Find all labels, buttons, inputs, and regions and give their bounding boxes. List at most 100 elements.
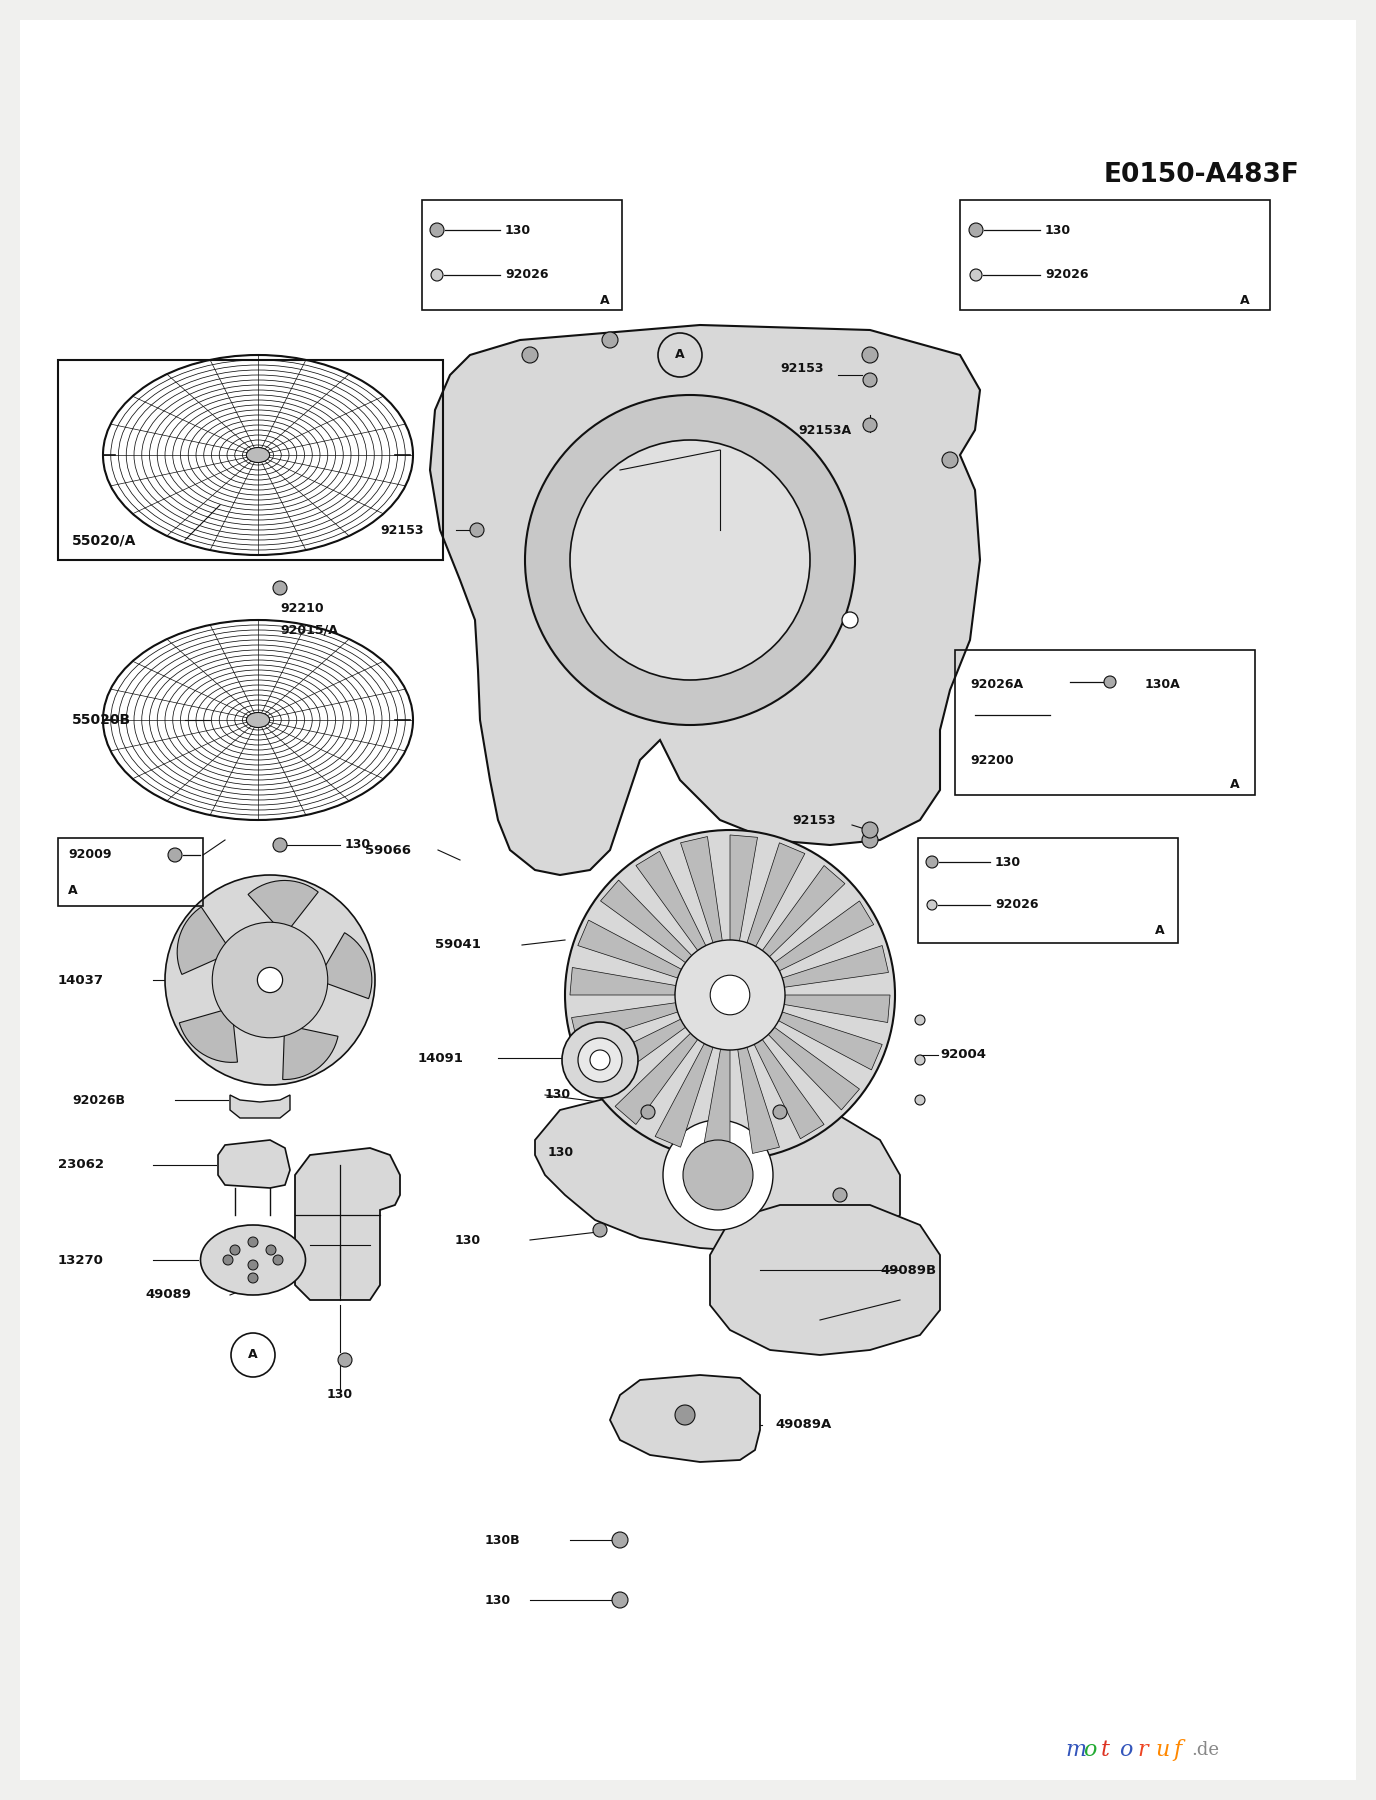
Text: 49089: 49089: [144, 1289, 191, 1301]
Circle shape: [861, 823, 878, 839]
Circle shape: [676, 940, 784, 1049]
Text: 130: 130: [484, 1593, 510, 1606]
Wedge shape: [248, 880, 318, 934]
Polygon shape: [784, 995, 890, 1022]
Text: 92026: 92026: [995, 898, 1039, 911]
Circle shape: [676, 1406, 695, 1426]
Circle shape: [915, 1094, 925, 1105]
Circle shape: [927, 900, 937, 911]
Ellipse shape: [246, 448, 270, 463]
Circle shape: [272, 581, 288, 596]
Text: 14037: 14037: [58, 974, 105, 986]
Text: 49089B: 49089B: [881, 1264, 936, 1276]
Polygon shape: [535, 1094, 900, 1253]
Text: u: u: [1154, 1739, 1170, 1760]
Circle shape: [272, 1255, 283, 1265]
Circle shape: [863, 373, 877, 387]
Text: 59066: 59066: [365, 844, 411, 857]
Circle shape: [471, 524, 484, 536]
Text: A: A: [676, 349, 685, 362]
Polygon shape: [610, 1375, 760, 1462]
Text: 130: 130: [995, 855, 1021, 869]
Text: 59041: 59041: [435, 938, 480, 952]
Circle shape: [842, 612, 859, 628]
Text: .de: .de: [1192, 1741, 1219, 1759]
Polygon shape: [571, 1003, 678, 1044]
Bar: [960, 200, 1270, 310]
Circle shape: [603, 331, 618, 347]
Text: 23062: 23062: [58, 1159, 105, 1172]
Polygon shape: [779, 1012, 882, 1069]
Polygon shape: [655, 1044, 713, 1147]
Wedge shape: [178, 907, 231, 974]
Polygon shape: [738, 1048, 779, 1154]
Text: A: A: [600, 293, 610, 306]
Circle shape: [682, 1139, 753, 1210]
Text: 130: 130: [548, 1145, 574, 1159]
Text: r: r: [1137, 1739, 1148, 1760]
Circle shape: [832, 1188, 848, 1202]
Text: 92026: 92026: [505, 268, 549, 281]
Wedge shape: [318, 932, 372, 999]
Polygon shape: [731, 835, 758, 941]
Circle shape: [915, 1055, 925, 1066]
Circle shape: [861, 832, 878, 848]
Circle shape: [970, 268, 982, 281]
Circle shape: [248, 1273, 259, 1283]
Text: o: o: [1119, 1739, 1132, 1760]
Circle shape: [230, 1246, 239, 1255]
Circle shape: [641, 1105, 655, 1120]
Polygon shape: [783, 945, 889, 986]
Circle shape: [561, 1022, 638, 1098]
Text: 92026A: 92026A: [970, 679, 1024, 691]
Circle shape: [861, 347, 878, 364]
Text: 130: 130: [327, 1388, 354, 1402]
Text: E0150-A483F: E0150-A483F: [1104, 162, 1300, 187]
Text: 92015/A: 92015/A: [279, 623, 338, 637]
Text: 92026B: 92026B: [72, 1093, 125, 1107]
Text: 130A: 130A: [1145, 679, 1181, 691]
Circle shape: [663, 1120, 773, 1229]
Circle shape: [522, 347, 538, 364]
Ellipse shape: [201, 1226, 305, 1294]
Circle shape: [915, 1015, 925, 1024]
Polygon shape: [762, 866, 845, 958]
Polygon shape: [586, 1019, 685, 1089]
Circle shape: [165, 875, 376, 1085]
Polygon shape: [703, 1049, 731, 1156]
Circle shape: [593, 1222, 607, 1237]
Ellipse shape: [246, 713, 270, 727]
Text: 130B: 130B: [484, 1534, 520, 1546]
Circle shape: [526, 394, 854, 725]
Text: 130: 130: [345, 839, 372, 851]
Text: 92026: 92026: [1044, 268, 1088, 281]
Circle shape: [212, 922, 327, 1039]
Text: A: A: [248, 1348, 257, 1361]
Wedge shape: [179, 1008, 238, 1062]
Circle shape: [266, 1246, 277, 1255]
Text: 130: 130: [1044, 223, 1071, 236]
Polygon shape: [768, 1028, 860, 1111]
Text: 130: 130: [455, 1233, 482, 1246]
Wedge shape: [282, 1024, 338, 1080]
Circle shape: [926, 857, 938, 868]
Circle shape: [578, 1039, 622, 1082]
Circle shape: [338, 1354, 352, 1366]
Circle shape: [272, 839, 288, 851]
Circle shape: [863, 418, 877, 432]
Circle shape: [570, 439, 810, 680]
Polygon shape: [294, 1148, 400, 1300]
Bar: [58, 360, 443, 560]
Bar: [422, 200, 622, 310]
Text: t: t: [1101, 1739, 1110, 1760]
Circle shape: [969, 223, 982, 238]
Text: 92210: 92210: [279, 601, 323, 614]
Circle shape: [566, 830, 894, 1159]
Text: 13270: 13270: [58, 1253, 103, 1267]
Circle shape: [223, 1255, 233, 1265]
Text: m: m: [1065, 1739, 1086, 1760]
Circle shape: [248, 1237, 259, 1247]
Polygon shape: [217, 1139, 290, 1188]
Circle shape: [248, 1260, 259, 1271]
Polygon shape: [636, 851, 706, 950]
